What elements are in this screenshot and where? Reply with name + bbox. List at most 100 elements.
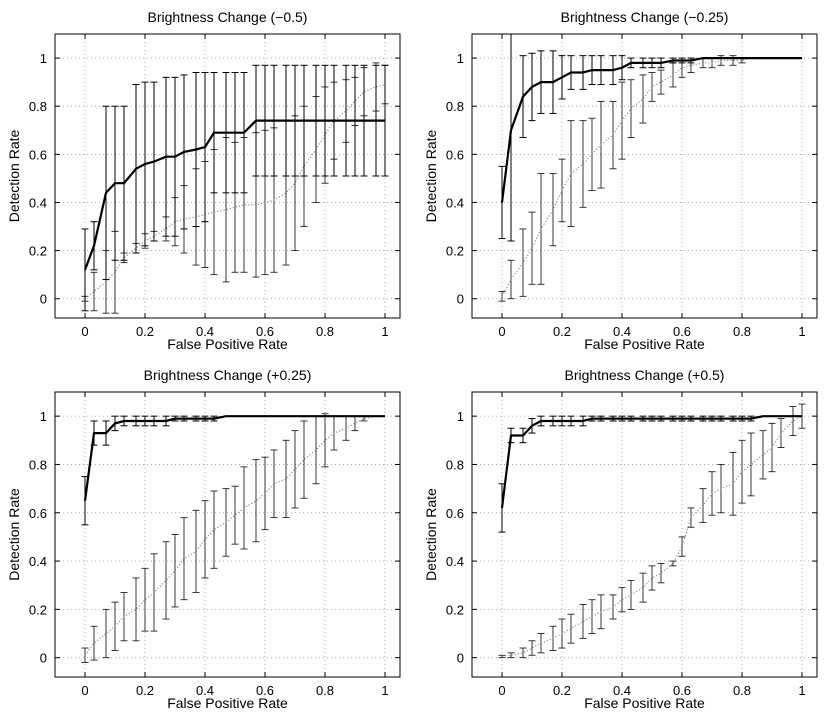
error-bar (537, 173, 545, 285)
y-tick-label: 0.6 (29, 506, 47, 521)
y-tick-label: 0.6 (29, 147, 47, 162)
error-bar (627, 79, 635, 138)
y-tick-label: 0 (40, 292, 47, 307)
y-axis-label: Detection Rate (423, 129, 439, 222)
error-bar (639, 572, 647, 603)
error-bar (618, 587, 626, 613)
error-bar (231, 485, 239, 545)
error-bar (678, 536, 686, 557)
chart-title: Brightness Change (−0.5) (148, 9, 308, 25)
error-bar (270, 449, 278, 519)
y-tick-label: 1 (457, 409, 464, 424)
error-bar (528, 640, 536, 656)
plot-data (498, 34, 802, 302)
y-tick-label: 0.6 (446, 147, 464, 162)
x-tick-label: 0.8 (733, 324, 751, 339)
error-bar (282, 439, 290, 519)
error-bar (171, 534, 179, 608)
series-dotted (81, 413, 385, 663)
y-tick-label: 0.6 (446, 506, 464, 521)
error-bar (507, 259, 515, 300)
y-axis-label: Detection Rate (6, 488, 22, 581)
x-tick-label: 0.4 (613, 324, 631, 339)
y-tick-label: 0.8 (29, 457, 47, 472)
plot-frame (54, 391, 401, 678)
error-bar (639, 74, 647, 124)
y-axis-label: Detection Rate (6, 129, 22, 222)
error-bar (351, 415, 359, 432)
x-tick-label: 1 (798, 683, 805, 698)
x-tick-label: 0.4 (196, 683, 214, 698)
x-axis-label: False Positive Rate (167, 336, 288, 352)
plot-data (498, 403, 806, 659)
error-bar (567, 613, 575, 644)
error-bar (132, 577, 140, 642)
plot-frame (471, 391, 818, 678)
error-bar (519, 228, 527, 297)
y-tick-label: 0 (457, 651, 464, 666)
x-tick-label: 0.2 (553, 324, 571, 339)
y-tick-label: 1 (457, 51, 464, 66)
x-tick-label: 1 (798, 324, 805, 339)
plot-data (81, 62, 389, 314)
error-bar (609, 100, 617, 170)
y-tick-label: 0.2 (29, 602, 47, 617)
error-bar (102, 608, 110, 659)
y-tick-label: 0.4 (29, 195, 47, 210)
x-axis-label: False Positive Rate (584, 695, 705, 711)
error-bar (579, 604, 587, 639)
error-bar (252, 459, 260, 543)
y-tick-label: 0.4 (29, 554, 47, 569)
error-bar (507, 652, 515, 659)
plot-frame (54, 33, 401, 319)
error-bar (180, 517, 188, 601)
series-solid (498, 34, 802, 242)
error-bar (141, 567, 149, 632)
x-tick-label: 1 (381, 683, 388, 698)
error-bar (210, 490, 218, 569)
error-bar (519, 647, 527, 659)
error-bar (90, 271, 98, 312)
chart-title: Brightness Change (+0.5) (565, 367, 725, 383)
error-bar (669, 560, 677, 567)
chart-panel-1: 0 0.2 0.4 0.6 0.8 1 0 0.2 0.4 0.6 0.8 1 Brightness C… (6, 9, 401, 352)
error-bar (150, 553, 158, 632)
y-tick-label: 0.8 (446, 457, 464, 472)
series-line-solid (500, 415, 802, 509)
x-tick-label: 0.6 (673, 324, 691, 339)
y-tick-label: 0.2 (446, 602, 464, 617)
error-bar (321, 413, 329, 468)
chart-panel-4: 0 0.2 0.4 0.6 0.8 1 0 0.2 0.4 0.6 0.8 1 Brightness C… (423, 367, 818, 711)
chart-title: Brightness Change (+0.25) (144, 367, 312, 383)
y-tick-label: 1 (40, 51, 47, 66)
x-tick-label: 0 (498, 324, 505, 339)
x-tick-label: 0.6 (673, 683, 691, 698)
error-bar (579, 120, 587, 208)
series-dotted (498, 55, 802, 302)
error-bar (747, 432, 755, 497)
chart-panel-3: 0 0.2 0.4 0.6 0.8 1 0 0.2 0.4 0.6 0.8 1 Brightness C… (6, 367, 401, 711)
error-bar (201, 500, 209, 579)
error-bar (759, 430, 767, 480)
error-bar (657, 69, 665, 95)
y-tick-label: 0.8 (29, 99, 47, 114)
error-bar (777, 418, 785, 449)
error-bar (300, 420, 308, 499)
y-tick-label: 1 (40, 409, 47, 424)
series-solid (498, 415, 802, 533)
y-tick-label: 0 (40, 651, 47, 666)
error-bar (699, 488, 707, 523)
error-bar (648, 565, 656, 591)
x-tick-label: 0.8 (733, 683, 751, 698)
y-tick-label: 0.2 (29, 244, 47, 259)
y-tick-label: 0.4 (446, 554, 464, 569)
x-tick-label: 0 (81, 324, 88, 339)
x-tick-label: 0.4 (613, 683, 631, 698)
chart-title: Brightness Change (−0.25) (561, 9, 729, 25)
x-axis-label: False Positive Rate (167, 695, 288, 711)
plot-data (81, 413, 385, 663)
x-tick-label: 0.6 (256, 324, 274, 339)
series-line-solid (500, 56, 802, 203)
error-bar (648, 72, 656, 102)
